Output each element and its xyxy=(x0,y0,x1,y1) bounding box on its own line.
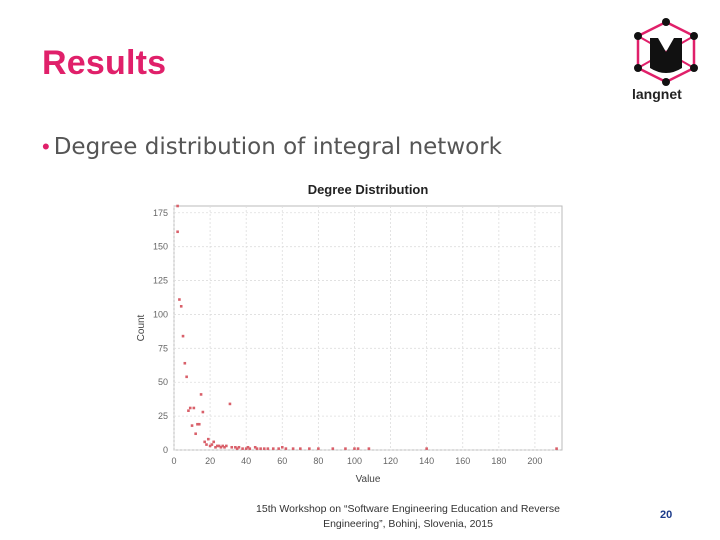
data-point xyxy=(255,447,259,450)
x-tick-label: 180 xyxy=(491,456,506,466)
plot-area xyxy=(173,205,563,451)
data-point xyxy=(223,445,226,449)
slide-title: Results xyxy=(42,44,167,82)
data-point xyxy=(199,393,203,396)
data-point xyxy=(178,298,181,301)
data-point xyxy=(208,444,212,448)
data-point xyxy=(190,424,194,427)
footer: 15th Workshop on “Software Engineering E… xyxy=(240,502,576,532)
data-point xyxy=(235,447,239,450)
data-point xyxy=(241,447,244,450)
data-point xyxy=(217,444,221,448)
data-point xyxy=(192,406,196,410)
data-point xyxy=(181,334,185,338)
data-point xyxy=(317,447,320,450)
data-point xyxy=(216,444,219,448)
data-point xyxy=(176,204,179,208)
data-point xyxy=(280,445,284,449)
data-point xyxy=(253,445,257,449)
data-point xyxy=(210,443,214,446)
data-point xyxy=(196,422,199,426)
data-point xyxy=(284,447,288,450)
data-point xyxy=(353,447,356,450)
y-axis-label: Count xyxy=(136,314,147,341)
data-point xyxy=(344,447,347,450)
x-tick-label: 60 xyxy=(277,456,287,466)
data-point xyxy=(555,447,558,450)
data-point xyxy=(425,447,428,450)
data-point xyxy=(214,445,217,449)
data-point xyxy=(259,447,262,450)
bullet-text: Degree distribution of integral network xyxy=(53,134,502,160)
data-point xyxy=(206,437,210,441)
logo-text: langnet xyxy=(632,86,682,102)
data-point xyxy=(271,447,275,450)
data-point xyxy=(194,432,197,436)
data-point xyxy=(356,447,360,450)
x-tick-label: 0 xyxy=(171,456,176,466)
y-tick-label: 100 xyxy=(153,309,168,319)
x-tick-label: 20 xyxy=(205,456,215,466)
degree-distribution-chart: Degree Distribution 0 20 40 60 80 100 120 140 160… xyxy=(136,182,563,485)
data-point xyxy=(183,361,187,365)
bullet-dot-icon: • xyxy=(42,134,50,159)
x-tick-label: 200 xyxy=(527,456,542,466)
data-point xyxy=(187,409,190,412)
data-point xyxy=(221,444,225,448)
data-point xyxy=(212,440,216,444)
y-tick-label: 50 xyxy=(158,377,168,387)
data-point xyxy=(179,305,183,308)
data-point xyxy=(197,422,201,426)
footer-line-1: 15th Workshop on “Software Engineering E… xyxy=(256,503,560,515)
y-tick-label: 150 xyxy=(153,242,168,252)
x-tick-label: 140 xyxy=(419,456,434,466)
data-point xyxy=(237,445,241,449)
data-point xyxy=(299,447,302,450)
data-point xyxy=(201,410,205,414)
data-point xyxy=(225,444,228,448)
data-point xyxy=(219,445,223,449)
y-tick-label: 75 xyxy=(158,343,168,353)
x-axis-label: Value xyxy=(356,474,381,485)
bullet-item: • Degree distribution of integral networ… xyxy=(42,134,502,160)
chart-title: Degree Distribution xyxy=(308,182,429,197)
data-point xyxy=(244,447,248,450)
data-point xyxy=(291,447,295,450)
data-point xyxy=(262,447,266,450)
data-point xyxy=(246,445,250,449)
footer-line-2: Engineering”, Bohinj, Slovenia, 2015 xyxy=(323,518,493,530)
x-tick-label: 80 xyxy=(313,456,323,466)
data-point xyxy=(228,402,232,406)
data-point xyxy=(308,447,311,450)
y-tick-label: 25 xyxy=(158,411,168,421)
y-tick-label: 175 xyxy=(153,208,168,218)
data-point xyxy=(277,447,280,450)
data-point xyxy=(176,230,179,234)
page-number: 20 xyxy=(660,509,673,521)
x-tick-label: 40 xyxy=(241,456,251,466)
data-point xyxy=(331,447,335,450)
data-point xyxy=(266,447,270,450)
data-point xyxy=(230,445,234,449)
data-point xyxy=(203,440,206,444)
data-point xyxy=(248,447,252,450)
x-tick-label: 120 xyxy=(383,456,398,466)
data-point xyxy=(234,445,237,449)
x-tick-label: 100 xyxy=(347,456,362,466)
x-tick-label: 160 xyxy=(455,456,470,466)
data-point xyxy=(205,443,208,446)
data-point xyxy=(367,447,371,450)
langnet-logo-icon xyxy=(634,18,698,86)
data-point xyxy=(188,406,192,410)
data-point xyxy=(185,375,188,379)
y-tick-label: 125 xyxy=(153,276,168,286)
y-tick-label: 0 xyxy=(163,445,168,455)
